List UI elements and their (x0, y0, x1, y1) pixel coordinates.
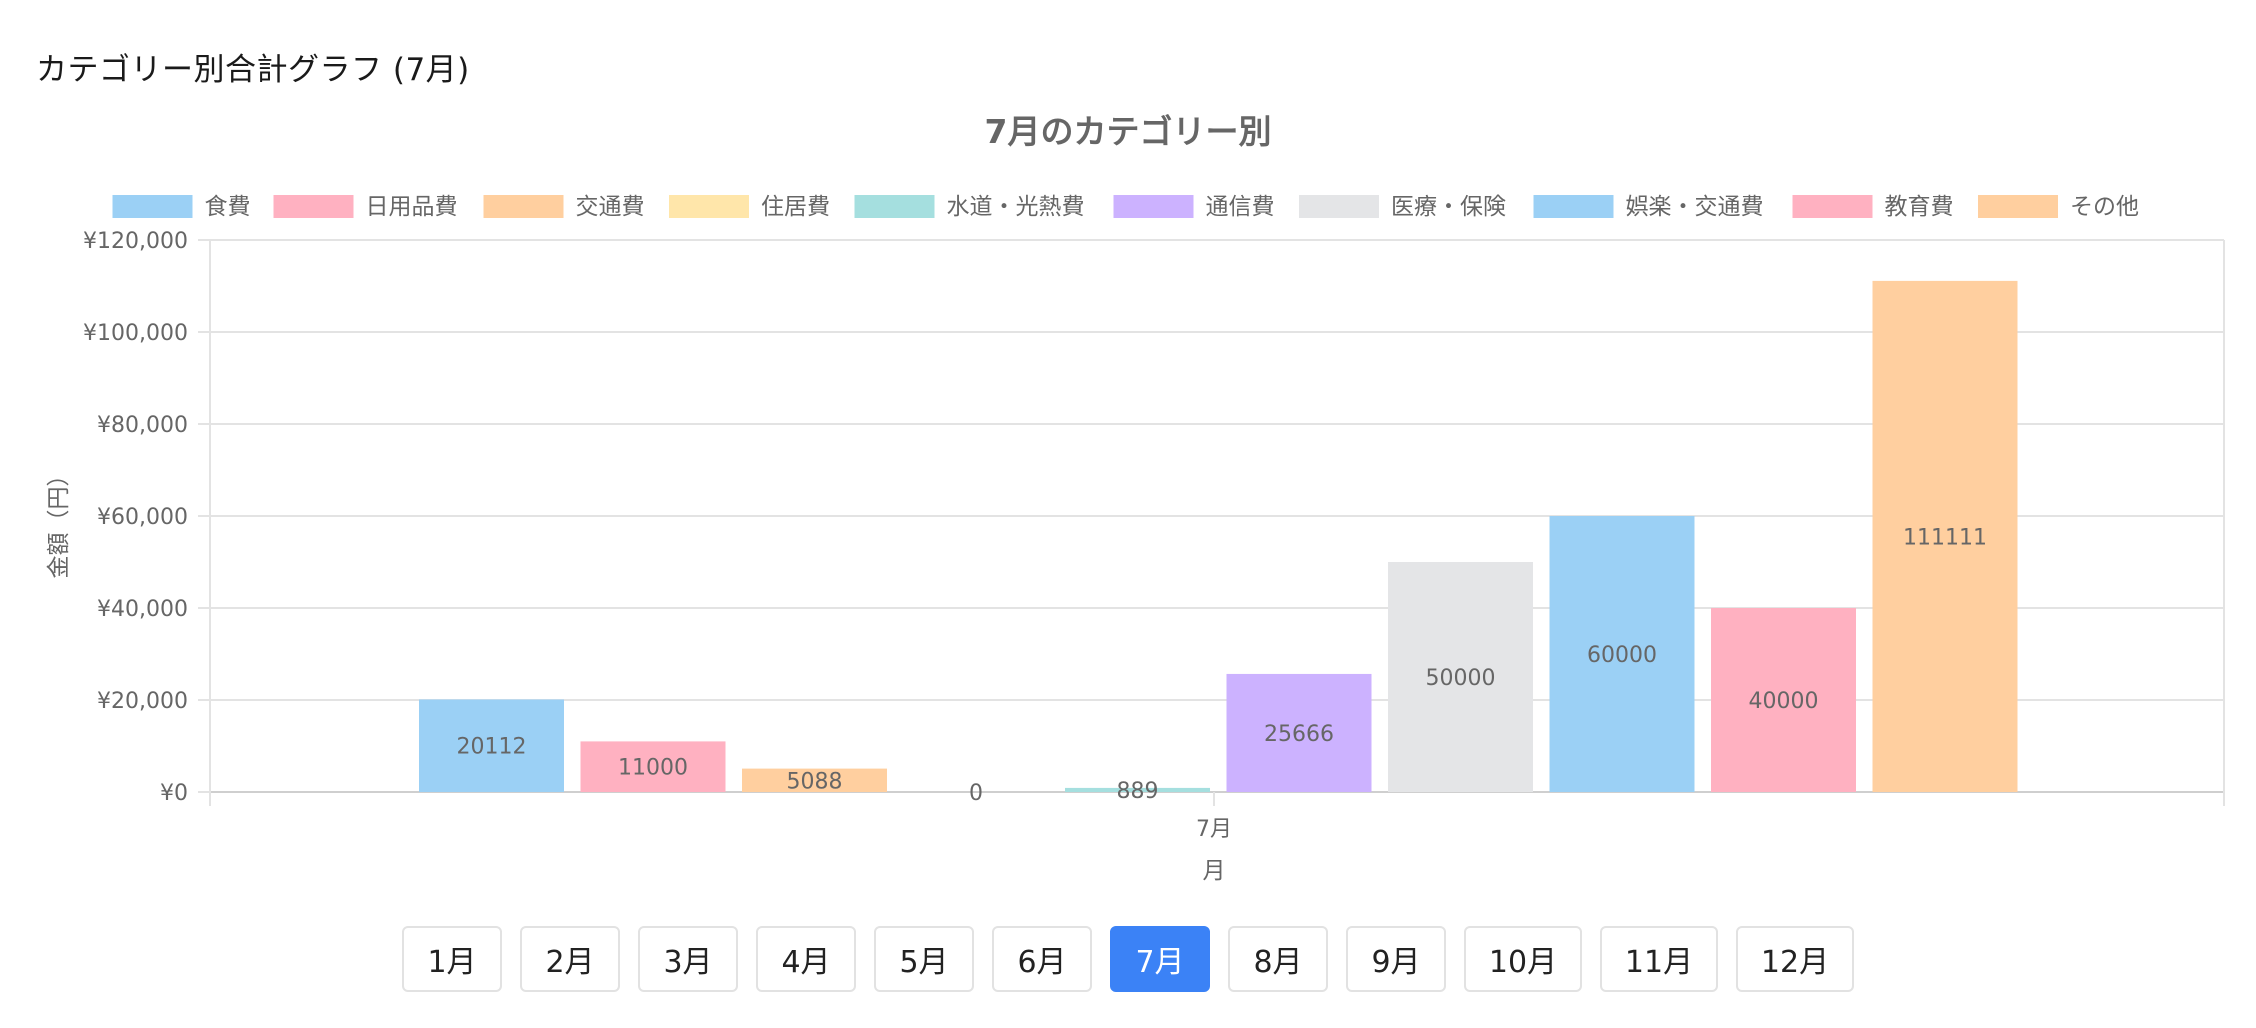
bar-value-label: 20112 (457, 735, 527, 760)
legend-swatch (1533, 195, 1614, 218)
legend-item[interactable]: 食費 (112, 194, 251, 220)
month-button[interactable]: 7月 (1110, 926, 1210, 992)
legend-label: 食費 (205, 194, 251, 220)
legend-label: 通信費 (1206, 194, 1275, 220)
month-button[interactable]: 2月 (520, 926, 620, 992)
month-button[interactable]: 9月 (1346, 926, 1446, 992)
bar-value-label: 60000 (1587, 643, 1657, 668)
bar-value-label: 25666 (1264, 722, 1334, 747)
legend-item[interactable]: 娯楽・交通費 (1533, 194, 1764, 220)
bar-value-label: 40000 (1749, 689, 1819, 714)
chart-title: 7月のカテゴリー別 (985, 112, 1272, 151)
y-tick-label: ¥40,000 (97, 597, 188, 622)
month-button[interactable]: 5月 (874, 926, 974, 992)
bar[interactable] (1226, 673, 1372, 792)
bar[interactable] (1388, 562, 1533, 792)
month-button[interactable]: 6月 (992, 926, 1092, 992)
legend-swatch (854, 195, 935, 218)
legend-swatch (1792, 195, 1873, 218)
month-button[interactable]: 1月 (402, 926, 502, 992)
legend-item[interactable]: 交通費 (483, 194, 645, 220)
bar[interactable] (580, 741, 726, 792)
legend-swatch (483, 195, 564, 218)
bar-value-label: 5088 (787, 769, 843, 794)
y-tick-label: ¥0 (160, 781, 188, 806)
legend-label: 住居費 (761, 194, 830, 220)
bar-value-label: 50000 (1426, 666, 1496, 691)
legend-label: 医療・保険 (1391, 194, 1506, 220)
y-axis: ¥0 ¥20,000 ¥40,000 ¥60,000 ¥80,000 ¥100,000 ¥1… (83, 229, 188, 806)
bar[interactable] (419, 699, 564, 792)
legend-item[interactable]: 日用品費 (273, 194, 458, 220)
legend-swatch (1978, 195, 2058, 218)
legend-label: 教育費 (1885, 194, 1954, 220)
month-selector: 1月 2月 3月 4月 5月 6月 7月 8月 9月 10月 11月 12月 (0, 926, 2256, 994)
legend-item[interactable]: 医療・保険 (1299, 194, 1506, 220)
bar[interactable] (1549, 516, 1695, 792)
month-button[interactable]: 10月 (1464, 926, 1582, 992)
bar[interactable] (1065, 787, 1210, 792)
bar[interactable] (1872, 280, 2018, 792)
legend-item[interactable]: その他 (1978, 194, 2139, 220)
bar[interactable] (742, 768, 887, 792)
legend-swatch (669, 195, 749, 218)
legend-item[interactable]: 通信費 (1113, 194, 1275, 220)
bar[interactable] (1711, 608, 1856, 792)
y-tick-label: ¥20,000 (97, 689, 188, 714)
y-tick-label: ¥80,000 (97, 413, 188, 438)
legend-label: その他 (2070, 194, 2139, 220)
bar-value-label: 111111 (1903, 525, 1987, 550)
month-button[interactable]: 12月 (1736, 926, 1854, 992)
legend-item[interactable]: 水道・光熱費 (854, 194, 1085, 220)
legend-label: 日用品費 (366, 194, 458, 220)
x-tick-label: 7月 (1196, 817, 1232, 842)
legend-swatch (273, 195, 354, 218)
legend-item[interactable]: 教育費 (1792, 194, 1954, 220)
bar-labels: 20112 11000 5088 0 889 25666 50000 60000 40000 11… (457, 525, 1987, 806)
bars (419, 280, 2018, 792)
category-bar-chart: 7月のカテゴリー別 食費 日用品費 交通費 住居費 水道・光熱費 通信費 医療・保険 娯楽・交… (46, 112, 2225, 884)
month-button[interactable]: 11月 (1600, 926, 1718, 992)
bar-value-label: 11000 (618, 756, 688, 781)
y-tick-label: ¥60,000 (97, 505, 188, 530)
month-button[interactable]: 4月 (756, 926, 856, 992)
legend-label: 娯楽・交通費 (1626, 194, 1764, 220)
legend-item[interactable]: 住居費 (669, 194, 830, 220)
month-button[interactable]: 3月 (638, 926, 738, 992)
legend-swatch (112, 195, 193, 218)
legend-swatch (1113, 195, 1194, 218)
y-tick-label: ¥120,000 (83, 229, 188, 254)
legend-label: 交通費 (576, 194, 645, 220)
y-axis-title: 金額（円） (46, 464, 72, 579)
bar-value-label: 0 (969, 781, 983, 806)
page-heading: カテゴリー別合計グラフ (7月) (36, 52, 470, 88)
month-button[interactable]: 8月 (1228, 926, 1328, 992)
y-tick-label: ¥100,000 (83, 321, 188, 346)
legend-swatch (1299, 195, 1379, 218)
legend-label: 水道・光熱費 (947, 194, 1085, 220)
legend: 食費 日用品費 交通費 住居費 水道・光熱費 通信費 医療・保険 娯楽・交通費 教育費 その他 (112, 194, 2139, 220)
bar-value-label: 889 (1117, 779, 1159, 804)
x-axis-title: 月 (1203, 858, 1226, 884)
